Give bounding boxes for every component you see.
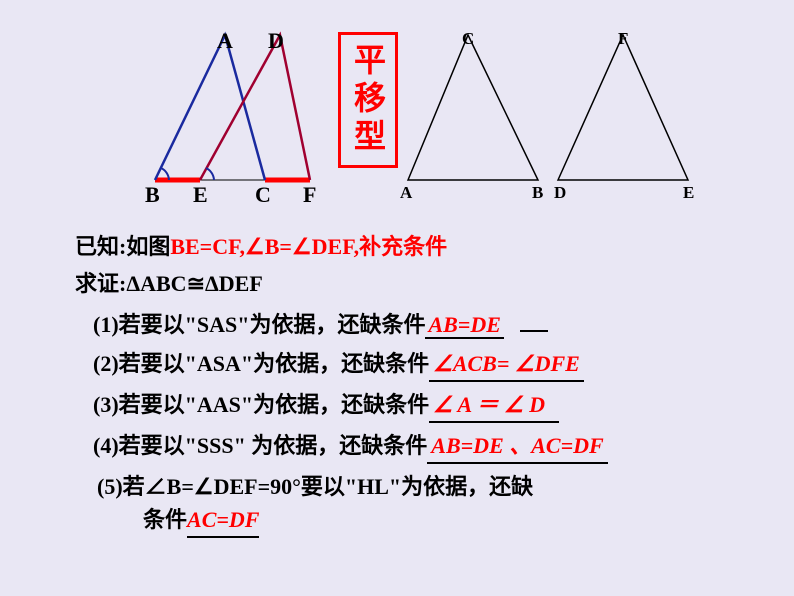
- q4-prefix: (4)若要以"SSS" 为依据，还缺条件: [93, 433, 427, 458]
- given-red: BE=CF,∠B=∠DEF,补充条件: [170, 234, 447, 259]
- label-c: C: [255, 182, 271, 205]
- label-c2: C: [462, 30, 474, 48]
- question-1: (1)若要以"SAS"为依据，还缺条件AB=DE: [93, 308, 755, 341]
- label-e2: E: [683, 183, 694, 202]
- prove-line: 求证:ΔABC≅ΔDEF: [75, 267, 755, 300]
- q3-ans: ∠ A ＝ ∠ D: [433, 392, 545, 417]
- problem-content: 已知:如图BE=CF,∠B=∠DEF,补充条件 求证:ΔABC≅ΔDEF (1)…: [75, 230, 755, 538]
- given-line: 已知:如图BE=CF,∠B=∠DEF,补充条件: [75, 230, 755, 263]
- triangle-abc-right: [408, 35, 538, 180]
- question-3: (3)若要以"AAS"为依据，还缺条件∠ A ＝ ∠ D: [93, 388, 755, 423]
- label-d: D: [268, 30, 284, 53]
- label-f: F: [303, 182, 316, 205]
- q5-line2a: 条件: [143, 507, 187, 532]
- prove-text: ΔABC≅ΔDEF: [126, 271, 262, 296]
- type-box-text: 平移型: [350, 43, 386, 157]
- q5-line2: 条件AC=DF: [143, 503, 755, 538]
- q5-ans: AC=DF: [187, 507, 259, 532]
- q1-ans: AB=DE: [428, 312, 500, 337]
- q5-line1: (5)若∠B=∠DEF=90°要以"HL"为依据，还缺: [97, 470, 755, 503]
- label-f2: F: [618, 30, 628, 48]
- right-triangles-svg: C F A B D E: [398, 30, 708, 205]
- question-5: (5)若∠B=∠DEF=90°要以"HL"为依据，还缺 条件AC=DF: [97, 470, 755, 538]
- label-d2: D: [554, 183, 566, 202]
- triangle-def-right: [558, 35, 688, 180]
- q1-trail: [520, 330, 548, 332]
- label-b2: B: [532, 183, 543, 202]
- given-prefix: 已知:如图: [75, 234, 170, 259]
- angle-e-arc: [206, 168, 214, 180]
- q2-prefix: (2)若要以"ASA"为依据，还缺条件: [93, 351, 429, 376]
- label-e: E: [193, 182, 208, 205]
- triangle-def: [200, 35, 310, 180]
- q4-ans: AB=DE 、AC=DF: [431, 433, 603, 458]
- label-b: B: [145, 182, 160, 205]
- triangle-abc: [155, 35, 265, 180]
- label-a2: A: [400, 183, 413, 202]
- left-triangles-svg: A D B E C F: [145, 30, 325, 205]
- prove-label: 求证:: [75, 271, 126, 296]
- q1-prefix: (1)若要以"SAS"为依据，还缺条件: [93, 312, 425, 337]
- q3-prefix: (3)若要以"AAS"为依据，还缺条件: [93, 392, 429, 417]
- translation-type-box: 平移型: [338, 32, 398, 168]
- q2-ans: ∠ACB= ∠DFE: [433, 351, 580, 376]
- question-4: (4)若要以"SSS" 为依据，还缺条件AB=DE 、AC=DF: [93, 429, 755, 464]
- question-2: (2)若要以"ASA"为依据，还缺条件∠ACB= ∠DFE: [93, 347, 755, 382]
- figure-area: A D B E C F 平移型 C F A B D E: [145, 30, 705, 215]
- label-a: A: [217, 30, 233, 53]
